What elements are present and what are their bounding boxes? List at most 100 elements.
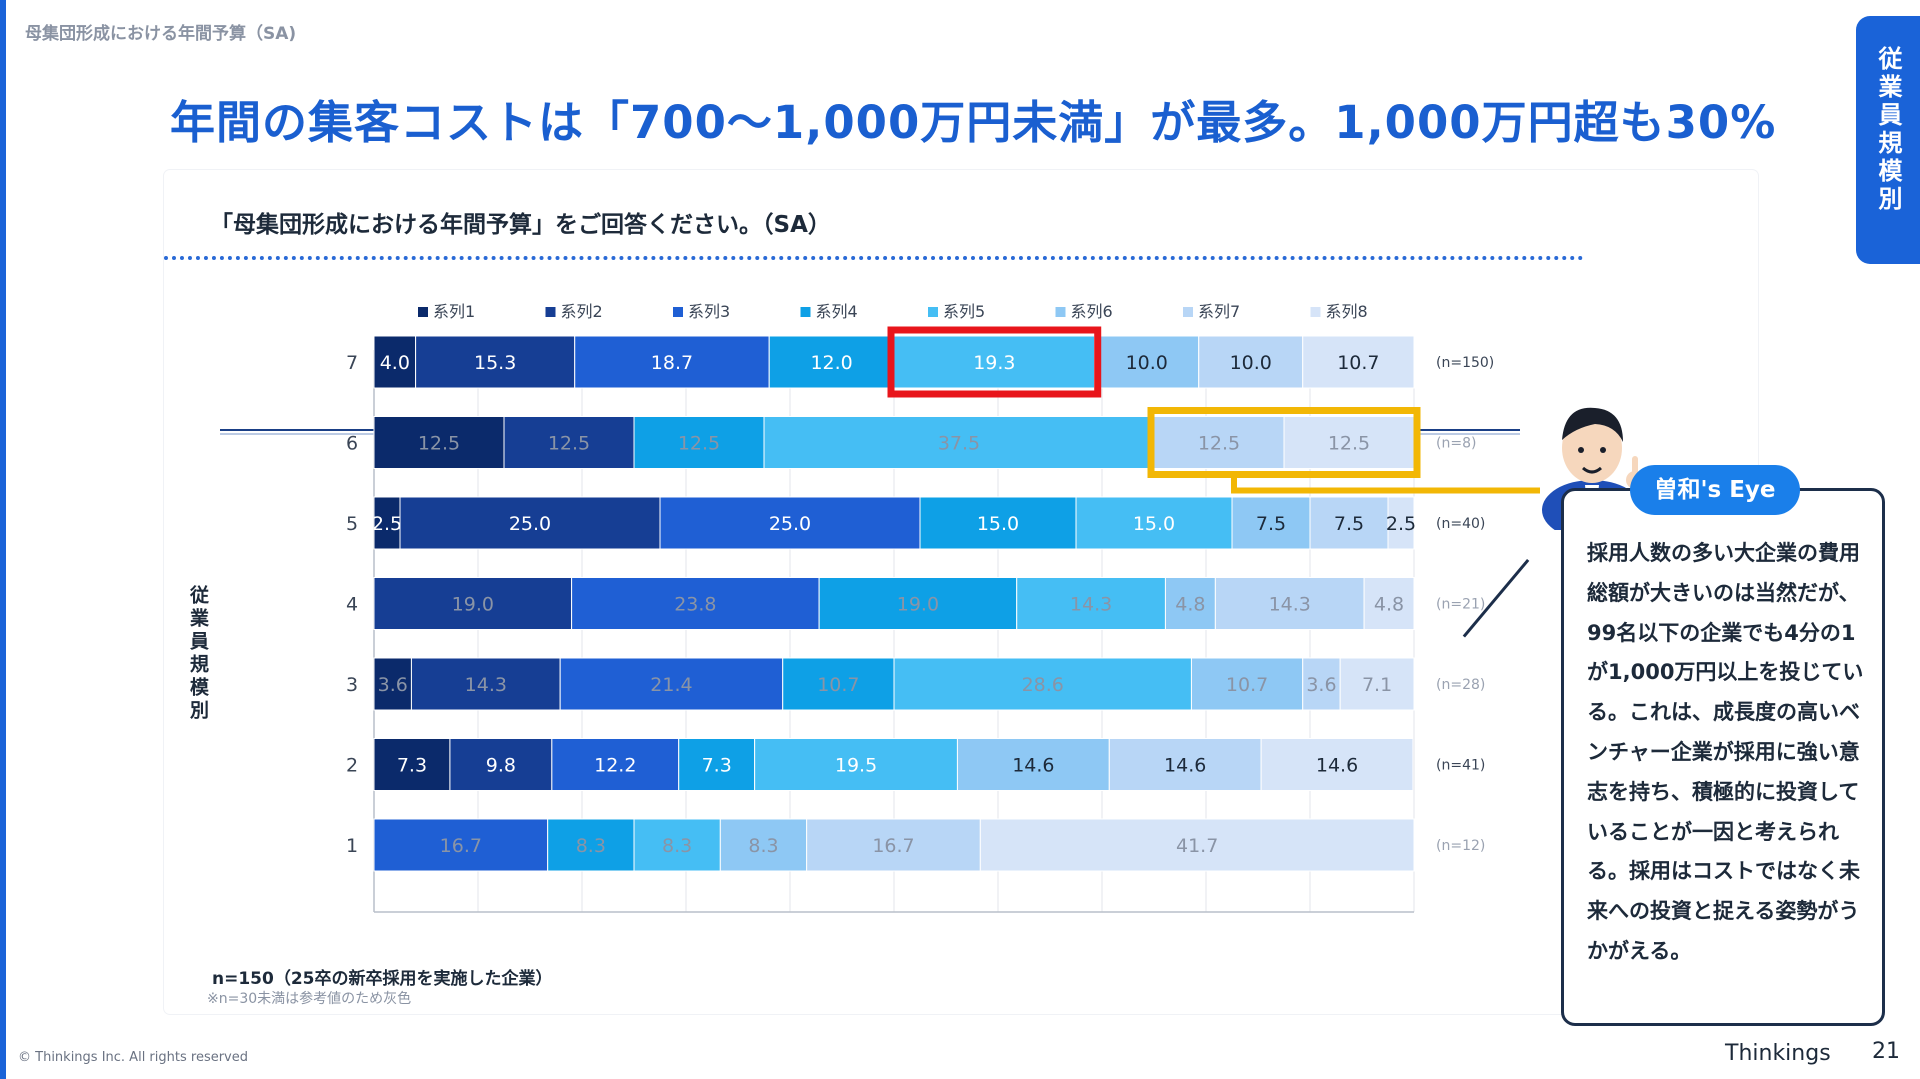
bar-segment <box>1016 577 1166 630</box>
bar-segment <box>893 335 1096 389</box>
category-label: 7 <box>346 352 358 374</box>
legend-swatch <box>1183 307 1193 317</box>
bar-segment <box>818 577 1018 630</box>
data-label: 19.3 <box>973 352 1015 374</box>
category-label: 2 <box>346 755 358 777</box>
data-label: 15.0 <box>1133 513 1175 535</box>
data-label: 4.8 <box>1175 594 1205 616</box>
breadcrumb: 母集団形成における年間予算（SA) <box>25 24 297 44</box>
bar-segment <box>1075 496 1233 550</box>
n-label: (n=150) <box>1436 355 1494 371</box>
section-tab[interactable]: 従業員規模別 <box>1856 16 1920 264</box>
data-label: 19.0 <box>897 594 939 616</box>
data-label: 7.1 <box>1362 674 1392 696</box>
legend-label: 系列8 <box>1326 302 1368 321</box>
bar-segment <box>1302 657 1341 711</box>
data-label: 41.7 <box>1176 835 1218 857</box>
bar-segment <box>893 657 1192 711</box>
data-label: 19.0 <box>452 594 494 616</box>
bar-segment <box>373 818 549 872</box>
highlight-box <box>1147 407 1421 478</box>
data-label: 16.7 <box>440 835 482 857</box>
data-label: 25.0 <box>769 513 811 535</box>
bar-segment <box>415 335 576 389</box>
bar-segment <box>659 496 921 550</box>
data-label: 8.3 <box>748 835 778 857</box>
data-label: 15.3 <box>474 352 516 374</box>
data-label: 12.5 <box>418 433 460 455</box>
data-label: 8.3 <box>662 835 692 857</box>
data-label: 7.5 <box>1256 513 1286 535</box>
left-accent-bar <box>0 0 6 1079</box>
bar-segment <box>1094 335 1200 389</box>
data-label: 4.8 <box>1374 594 1404 616</box>
bar-segment <box>1387 496 1415 550</box>
legend-label: 系列2 <box>561 302 603 321</box>
legend-label: 系列4 <box>816 302 858 321</box>
data-label: 7.5 <box>1334 513 1364 535</box>
legend-swatch <box>418 307 428 317</box>
bar-segment <box>399 496 661 550</box>
bar-segment <box>373 738 451 791</box>
data-label: 14.3 <box>465 674 507 696</box>
reference-note: ※n=30未満は参考値のため灰色 <box>207 991 412 1007</box>
data-label: 10.7 <box>1337 352 1379 374</box>
bar-segment <box>1339 657 1415 711</box>
page-title: 年間の集客コストは「700〜1,000万円未満」が最多。1,000万円超も30% <box>170 96 1777 149</box>
data-label: 2.5 <box>372 513 402 535</box>
commentary-badge: 曽和's Eye <box>1630 465 1800 515</box>
data-label: 19.5 <box>835 755 877 777</box>
bar-segment <box>633 416 765 469</box>
data-label: 25.0 <box>509 513 551 535</box>
bar-segment <box>919 496 1077 550</box>
section-tab-label: 従業員規模別 <box>1874 46 1902 214</box>
data-label: 12.5 <box>1198 433 1240 455</box>
bar-segment <box>1198 335 1304 389</box>
data-label: 14.3 <box>1070 594 1112 616</box>
data-label: 28.6 <box>1022 674 1064 696</box>
bar-segment <box>1214 577 1365 630</box>
bar-segment <box>719 818 808 872</box>
data-label: 8.3 <box>576 835 606 857</box>
legend-label: 系列1 <box>433 302 475 321</box>
data-label: 37.5 <box>938 433 980 455</box>
n-label: (n=28) <box>1436 677 1485 693</box>
data-label: 14.3 <box>1269 594 1311 616</box>
bar-segment <box>768 335 895 389</box>
category-label: 5 <box>346 513 358 535</box>
legend-label: 系列7 <box>1198 302 1240 321</box>
data-label: 12.5 <box>678 433 720 455</box>
data-label: 12.0 <box>810 352 852 374</box>
bar-segment <box>559 657 784 711</box>
bar-segment <box>503 416 635 469</box>
highlight-box <box>887 326 1102 398</box>
category-label: 4 <box>346 594 358 616</box>
data-label: 7.3 <box>702 755 732 777</box>
legend-label: 系列6 <box>1071 302 1113 321</box>
bar-segment <box>574 335 770 389</box>
commentary-box <box>1561 488 1885 1026</box>
data-label: 2.5 <box>1386 513 1416 535</box>
legend-swatch <box>1055 307 1066 317</box>
brand-name: Thinkings <box>1725 1041 1831 1066</box>
sample-footnote: n=150（25卒の新卒採用を実施した企業） <box>212 969 553 989</box>
data-label: 14.6 <box>1164 755 1206 777</box>
n-label: (n=8) <box>1436 436 1476 452</box>
data-label: 10.0 <box>1230 352 1272 374</box>
bar-segment <box>551 738 680 791</box>
bar-segment <box>1283 416 1415 469</box>
data-label: 3.6 <box>1306 674 1336 696</box>
data-label: 4.0 <box>380 352 410 374</box>
n-label: (n=40) <box>1436 516 1485 532</box>
legend-swatch <box>928 307 938 317</box>
data-label: 18.7 <box>651 352 693 374</box>
legend-label: 系列5 <box>943 302 985 321</box>
bar-segment <box>373 657 412 711</box>
question-text: 「母集団形成における年間予算」をご回答ください。（SA） <box>210 212 831 238</box>
legend-swatch <box>545 307 556 317</box>
legend-swatch <box>800 307 811 317</box>
n-label: (n=12) <box>1436 838 1485 854</box>
bar-segment <box>1302 335 1415 389</box>
dotted-divider <box>164 256 1584 260</box>
